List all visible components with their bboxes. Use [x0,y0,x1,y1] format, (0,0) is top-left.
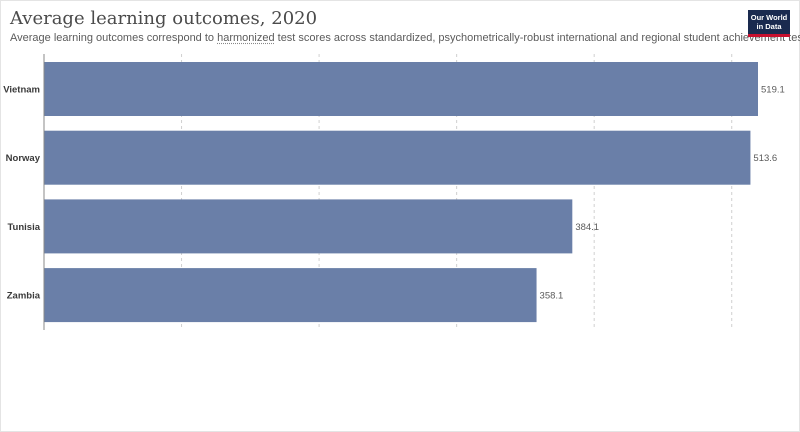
subtitle-harmonized-link[interactable]: harmonized [217,32,275,44]
bar-zambia[interactable] [44,268,537,323]
category-label-norway: Norway [6,153,41,164]
category-label-vietnam: Vietnam [3,85,40,96]
bar-vietnam[interactable] [44,62,758,116]
chart-subtitle: Average learning outcomes correspond to … [10,32,800,44]
value-label-norway: 513.6 [753,153,777,164]
chart-title: Average learning outcomes, 2020 [10,8,318,29]
owid-logo[interactable]: Our World in Data [748,10,790,37]
value-label-zambia: 358.1 [540,291,564,302]
bar-tunisia[interactable] [44,199,573,254]
logo-line-1: Our World [750,13,788,22]
subtitle-text-start: Average learning outcomes correspond to [10,32,218,44]
category-label-tunisia: Tunisia [7,222,40,233]
value-label-tunisia: 384.1 [575,222,599,233]
category-label-zambia: Zambia [7,291,41,302]
value-label-vietnam: 519.1 [761,85,785,96]
bar-norway[interactable] [44,130,751,185]
subtitle-text-end: test scores across standardized, psychom… [274,32,800,44]
logo-line-2: in Data [756,22,782,31]
